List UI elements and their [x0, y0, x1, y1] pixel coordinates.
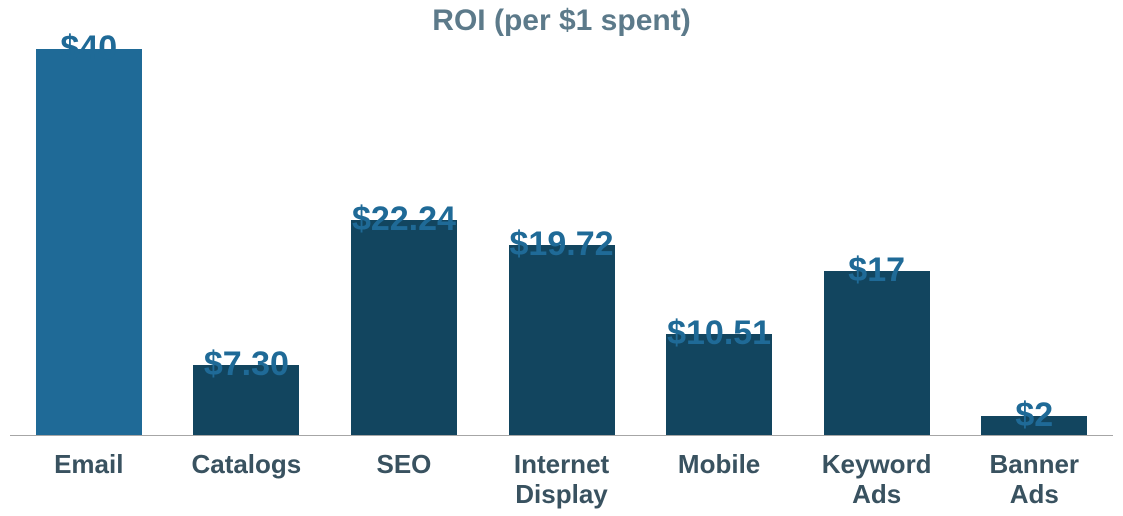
- value-label: $40: [60, 31, 117, 65]
- category-label: Mobile: [640, 442, 798, 516]
- category-label: Email: [10, 442, 168, 516]
- value-label: $10.51: [667, 316, 771, 350]
- bar-internet-display: $19.72: [509, 245, 615, 435]
- bar-slot: $17: [798, 50, 956, 435]
- bar-banner-ads: $2: [981, 416, 1087, 435]
- bar-slot: $40: [10, 50, 168, 435]
- bar-slot: $22.24: [325, 50, 483, 435]
- value-label: $2: [1015, 398, 1053, 432]
- bar-slot: $7.30: [168, 50, 326, 435]
- chart-title: ROI (per $1 spent): [0, 4, 1123, 38]
- category-label: KeywordAds: [798, 442, 956, 516]
- category-label: InternetDisplay: [483, 442, 641, 516]
- bar-slot: $19.72: [483, 50, 641, 435]
- bar-catalogs: $7.30: [193, 365, 299, 435]
- bar-slot: $10.51: [640, 50, 798, 435]
- bar-email: $40: [36, 49, 142, 435]
- category-label: SEO: [325, 442, 483, 516]
- plot-area: $40 $7.30 $22.24 $19.72 $10.51: [10, 50, 1113, 436]
- bar-mobile: $10.51: [666, 334, 772, 435]
- value-label: $17: [848, 253, 905, 287]
- category-labels: Email Catalogs SEO InternetDisplay Mobil…: [10, 442, 1113, 516]
- bars-container: $40 $7.30 $22.24 $19.72 $10.51: [10, 50, 1113, 435]
- bar-keyword-ads: $17: [824, 271, 930, 435]
- value-label: $22.24: [352, 202, 456, 236]
- value-label: $7.30: [204, 347, 289, 381]
- category-label: Catalogs: [168, 442, 326, 516]
- value-label: $19.72: [510, 227, 614, 261]
- roi-bar-chart: ROI (per $1 spent) $40 $7.30 $22.24 $19: [0, 0, 1123, 516]
- category-label: BannerAds: [955, 442, 1113, 516]
- bar-seo: $22.24: [351, 220, 457, 435]
- bar-slot: $2: [955, 50, 1113, 435]
